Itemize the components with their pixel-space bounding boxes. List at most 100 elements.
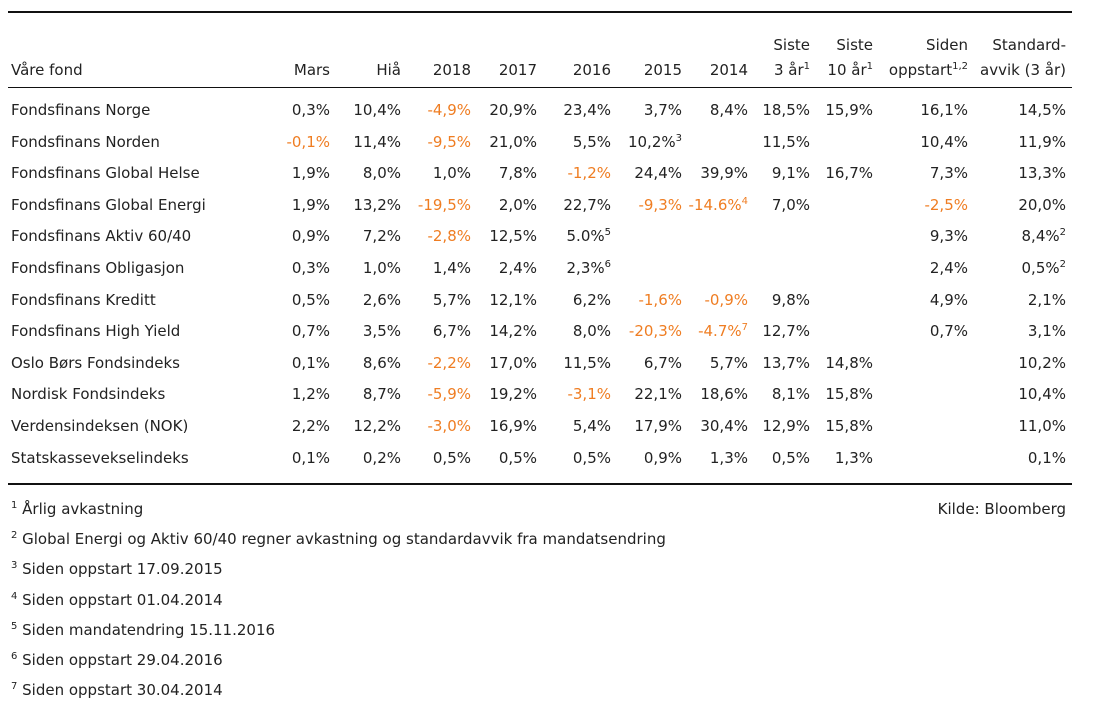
column-header-line: Standard- — [992, 36, 1066, 54]
column-header-line: 2014 — [709, 61, 748, 79]
cell-std: 20,0% — [1018, 191, 1066, 219]
cell-value: 10,4% — [920, 132, 968, 151]
cell-siste3: 8,1% — [772, 380, 810, 408]
cell-hia: 8,7% — [363, 380, 401, 408]
cell-value: 8,1% — [771, 385, 810, 404]
column-header-line: Siste — [773, 36, 810, 54]
cell-siden: 2,4% — [930, 254, 968, 282]
cell-value: -0,9% — [704, 290, 748, 309]
cell-y2016: -1,2% — [567, 159, 611, 187]
cell-siste3: 9,1% — [772, 159, 810, 187]
cell-siste3: 0,5% — [772, 444, 810, 472]
cell-value: 12,9% — [762, 417, 810, 435]
cell-value: 11,9% — [1018, 132, 1066, 151]
cell-y2015: -9,3% — [638, 191, 682, 219]
cell-value: 1,3% — [834, 448, 873, 467]
cell-value: 0,1% — [1027, 448, 1066, 467]
cell-mars: 0,9% — [292, 222, 330, 250]
cell-siden: 9,3% — [930, 222, 968, 250]
cell-y2015: 6,7% — [644, 349, 682, 377]
cell-value: -3,1% — [567, 385, 611, 404]
cell-y2017: 14,2% — [489, 317, 537, 345]
column-header-y2016: 2016 — [573, 58, 611, 83]
cell-y2015: 3,7% — [644, 96, 682, 124]
cell-std: 11,0% — [1018, 412, 1066, 440]
cell-y2015: 0,9% — [644, 444, 682, 472]
cell-value: 5,7% — [432, 290, 471, 309]
cell-value: 9,8% — [771, 290, 810, 309]
footnote-text: Siden oppstart 17.09.2015 — [17, 560, 223, 579]
cell-value: 15,8% — [825, 385, 873, 404]
cell-mars: 2,2% — [292, 412, 330, 440]
cell-y2017: 0,5% — [499, 444, 537, 472]
cell-value: 19,2% — [489, 385, 537, 404]
column-header-line: Siden — [926, 36, 968, 54]
cell-value: 6,2% — [572, 290, 611, 309]
cell-value: 7,3% — [929, 164, 968, 183]
cell-value: 11,5% — [563, 353, 611, 372]
cell-value: 12,2% — [353, 417, 401, 435]
cell-value: 5.0% — [566, 227, 605, 246]
cell-value: 0,5% — [432, 448, 471, 467]
cell-mars: 1,2% — [292, 380, 330, 408]
fund-name: Fondsfinans Norden — [11, 132, 160, 151]
cell-value: -4,9% — [427, 101, 471, 119]
footnote-text: Årlig avkastning — [17, 500, 144, 518]
column-header-siste3: Siste 3 år1 — [773, 33, 810, 83]
cell-hia: 11,4% — [353, 128, 401, 156]
cell-mars: 0,5% — [292, 286, 330, 314]
cell-y2014: 18,6% — [700, 380, 748, 408]
cell-siden: 7,3% — [930, 159, 968, 187]
cell-value: 24,4% — [634, 164, 682, 183]
cell-y2018: -4,9% — [427, 96, 471, 124]
column-header-line: 2018 — [432, 61, 471, 79]
cell-y2017: 16,9% — [489, 412, 537, 440]
cell-y2018: -5,9% — [427, 380, 471, 408]
fund-name: Oslo Børs Fondsindeks — [11, 353, 180, 372]
cell-siste3: 11,5% — [762, 128, 810, 156]
cell-std: 0,5%2 — [1021, 259, 1066, 277]
cell-value: 12,5% — [489, 227, 537, 246]
cell-value: -4.7% — [698, 322, 742, 341]
cell-value: 2,4% — [929, 259, 968, 277]
column-header-line: Hiå — [376, 61, 401, 79]
cell-value: 4,9% — [929, 290, 968, 309]
cell-std: 13,3% — [1018, 159, 1066, 187]
footnote: 6 Siden oppstart 29.04.2016 — [11, 650, 223, 670]
cell-value: 9,3% — [929, 227, 968, 246]
table-header: Våre fond Mars Hiå 2018 2017 2016 2015 2014 Sist… — [8, 13, 1072, 88]
cell-y2014: 39,9% — [700, 159, 748, 187]
footnote-number: 1 — [11, 500, 18, 511]
cell-y2017: 17,0% — [489, 349, 537, 377]
column-header-y2018: 2018 — [433, 58, 471, 83]
cell-value: 23,4% — [563, 101, 611, 119]
footnote: 4 Siden oppstart 01.04.2014 — [11, 590, 223, 610]
cell-value: 7,2% — [362, 227, 401, 246]
cell-y2015: 24,4% — [634, 159, 682, 187]
cell-siste10: 15,8% — [825, 380, 873, 408]
cell-y2017: 21,0% — [489, 128, 537, 156]
cell-value: 2,6% — [362, 290, 401, 309]
cell-value: 15,9% — [825, 101, 873, 119]
table-row: Fondsfinans Norge 0,3% 10,4% -4,9% 20,9% 23,4… — [8, 96, 1072, 128]
cell-value: 8,0% — [362, 164, 401, 183]
table-row: Verdensindeksen (NOK) 2,2% 12,2% -3,0% 16,9%… — [8, 412, 1072, 444]
cell-y2014: 8,4% — [710, 96, 748, 124]
cell-value: -2,2% — [427, 353, 471, 372]
cell-value: 6,7% — [643, 353, 682, 372]
cell-value: 8,4% — [1021, 227, 1060, 246]
column-header-line: 2017 — [498, 61, 537, 79]
cell-y2015: -1,6% — [638, 286, 682, 314]
column-header-line: oppstart1,2 — [888, 61, 968, 79]
cell-siste3: 12,7% — [762, 317, 810, 345]
cell-y2014: -0,9% — [704, 286, 748, 314]
cell-value: 6,7% — [432, 322, 471, 341]
cell-mars: 0,1% — [292, 349, 330, 377]
cell-y2017: 20,9% — [489, 96, 537, 124]
cell-value: 1,2% — [291, 385, 330, 404]
cell-siste3: 7,0% — [772, 191, 810, 219]
cell-y2016: 6,2% — [573, 286, 611, 314]
cell-hia: 2,6% — [363, 286, 401, 314]
table-row: Fondsfinans Global Energi 1,9% 13,2% -19,5%… — [8, 191, 1072, 223]
cell-value: 30,4% — [700, 417, 748, 435]
